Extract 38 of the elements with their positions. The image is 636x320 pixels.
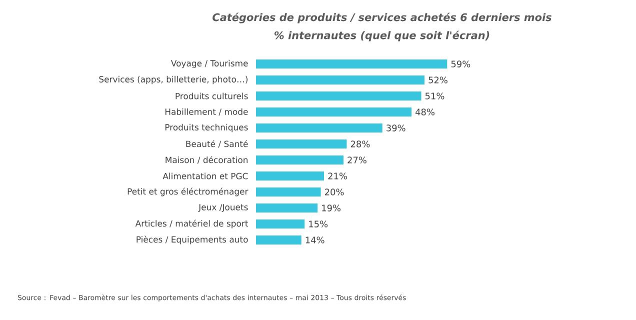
data-label: 39% — [386, 124, 406, 132]
chart-title: Catégories de produits / services achetés 6 derniers mois — [212, 12, 552, 24]
data-label: 14% — [306, 236, 324, 244]
bar — [256, 124, 382, 132]
bar — [256, 76, 424, 84]
y-tick-label: Voyage / Tourisme — [170, 60, 248, 68]
bar — [256, 92, 422, 100]
y-tick-label: Petit et gros éléctroménager — [128, 188, 248, 196]
bar — [256, 140, 347, 148]
data-label: 21% — [328, 172, 348, 180]
data-label: 15% — [309, 220, 328, 228]
data-label: 59% — [451, 60, 470, 68]
data-label: 52% — [428, 76, 448, 84]
data-label: 27% — [348, 156, 366, 164]
data-label: 20% — [324, 188, 344, 196]
bar — [256, 156, 344, 164]
y-tick-label: Jeux /Jouets — [198, 204, 248, 212]
y-tick-label: Produits culturels — [176, 92, 248, 100]
bar — [256, 204, 318, 212]
y-tick-label: Habillement / mode — [165, 108, 248, 116]
bar — [256, 236, 302, 245]
y-tick-label: Articles / matériel de sport — [135, 220, 248, 228]
data-label: 51% — [425, 92, 444, 100]
data-label: 48% — [415, 108, 434, 116]
data-label: 28% — [350, 140, 370, 148]
y-tick-label: Pièces / Equipements auto — [136, 236, 248, 244]
y-tick-label: Produits techniques — [165, 124, 248, 132]
bar — [256, 172, 324, 180]
bar — [256, 60, 448, 68]
y-tick-label: Alimentation et PGC — [162, 172, 248, 180]
chart-subtitle: % internautes (quel que soit l'écran) — [274, 30, 490, 42]
y-tick-label: Beauté / Santé — [186, 140, 248, 148]
y-tick-label: Services (apps, billetterie, photo…) — [99, 76, 248, 84]
bar — [256, 188, 321, 196]
bar — [256, 108, 412, 116]
y-tick-label: Maison / décoration — [166, 156, 248, 164]
bar — [256, 220, 305, 228]
data-label: 19% — [322, 204, 341, 212]
